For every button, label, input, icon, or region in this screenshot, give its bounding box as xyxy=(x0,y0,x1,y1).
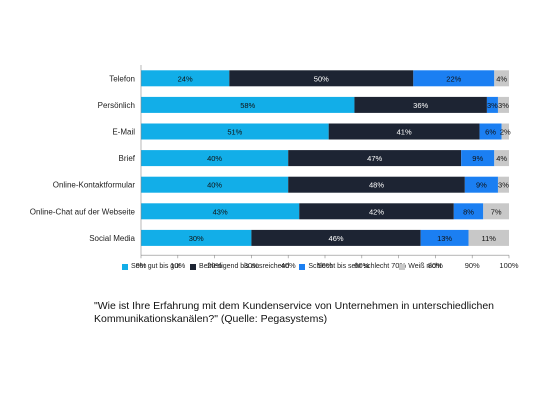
category-label: Persönlich xyxy=(98,101,135,110)
bar-segment xyxy=(497,176,509,193)
legend-swatch xyxy=(399,263,406,270)
x-tick-label: 40% xyxy=(281,261,296,270)
bar-segment xyxy=(413,70,495,87)
legend-item: Sehr gut bis gut xyxy=(122,263,180,270)
bar-segment xyxy=(141,229,252,246)
data-label: 47% xyxy=(367,154,382,163)
category-label: Online-Kontaktformular xyxy=(53,181,136,190)
data-label: 51% xyxy=(227,128,242,137)
bar-segment xyxy=(494,150,509,167)
x-tick-label: 60% xyxy=(354,261,369,270)
bar-segment xyxy=(299,203,454,220)
data-label: 48% xyxy=(369,181,384,190)
data-label: 24% xyxy=(178,74,193,83)
data-label: 11% xyxy=(482,234,497,243)
category-label: Social Media xyxy=(89,234,135,243)
bar-segment xyxy=(494,70,509,87)
x-tick-label: 90% xyxy=(465,261,480,270)
bar-segment xyxy=(288,150,462,167)
bar-segment xyxy=(497,96,509,113)
bar-segment xyxy=(479,123,502,140)
data-label: 43% xyxy=(213,207,228,216)
data-label: 30% xyxy=(189,234,204,243)
bar-segment xyxy=(141,176,289,193)
data-label: 40% xyxy=(207,181,222,190)
data-label: 13% xyxy=(437,234,452,243)
legend-item: Weiß nicht xyxy=(399,263,441,270)
data-label: 42% xyxy=(369,207,384,216)
bar-segment xyxy=(141,203,300,220)
chart-caption: "Wie ist Ihre Erfahrung mit dem Kundense… xyxy=(94,300,495,325)
legend-swatch xyxy=(190,263,197,270)
bar-segment xyxy=(141,96,355,113)
category-label: E-Mail xyxy=(112,128,135,137)
data-label: 3% xyxy=(487,101,498,110)
category-label: Telefon xyxy=(109,74,135,83)
legend-swatch xyxy=(299,263,306,270)
data-label: 36% xyxy=(413,101,428,110)
bar-segment xyxy=(453,203,484,220)
bar-segment xyxy=(354,96,487,113)
bar-segment xyxy=(483,203,509,220)
bar-segment xyxy=(464,176,498,193)
bar-segment xyxy=(501,123,509,140)
data-label: 4% xyxy=(496,74,507,83)
x-tick-label: 80% xyxy=(428,261,443,270)
data-label: 46% xyxy=(329,234,344,243)
x-tick-label: 20% xyxy=(207,261,222,270)
bar-segment xyxy=(229,70,414,87)
data-label: 58% xyxy=(240,101,255,110)
x-tick-label: 30% xyxy=(244,261,259,270)
x-tick-label: 70% xyxy=(391,261,406,270)
bar-segment xyxy=(141,123,329,140)
bar-segment xyxy=(468,229,509,246)
x-tick-label: 10% xyxy=(170,261,185,270)
x-tick-label: 0% xyxy=(136,261,147,270)
legend-label: Sehr gut bis gut xyxy=(131,263,181,270)
bar-segment xyxy=(420,229,469,246)
data-label: 50% xyxy=(314,74,329,83)
x-tick-label: 50% xyxy=(317,261,332,270)
legend-item: Befriedigend bis ausreichend xyxy=(190,263,289,270)
bar-segment xyxy=(141,70,230,87)
data-label: 8% xyxy=(463,207,474,216)
chart-legend: Sehr gut bis gut Befriedigend bis ausreic… xyxy=(122,263,451,270)
bar-segment xyxy=(288,176,465,193)
category-label: Brief xyxy=(119,154,136,163)
bar-segment xyxy=(328,123,480,140)
data-label: 9% xyxy=(476,181,487,190)
data-label: 3% xyxy=(498,101,509,110)
data-label: 6% xyxy=(485,128,496,137)
data-label: 4% xyxy=(496,154,507,163)
legend-item: Schlecht bis sehr schlecht xyxy=(299,263,389,270)
data-label: 9% xyxy=(472,154,483,163)
data-label: 3% xyxy=(498,181,509,190)
bar-segment xyxy=(461,150,495,167)
legend-swatch xyxy=(122,263,128,270)
data-label: 2% xyxy=(500,128,511,137)
legend-label: Schlecht bis sehr schlecht xyxy=(308,263,390,270)
legend-label: Weiß nicht xyxy=(408,263,442,270)
legend-label: Befriedigend bis ausreichend xyxy=(199,263,290,270)
data-label: 41% xyxy=(397,128,412,137)
category-label: Online-Chat auf der Webseite xyxy=(30,207,136,216)
data-label: 40% xyxy=(207,154,222,163)
data-label: 7% xyxy=(491,207,502,216)
data-label: 22% xyxy=(446,74,461,83)
x-tick-label: 100% xyxy=(499,261,519,270)
bar-segment xyxy=(251,229,421,246)
bar-segment xyxy=(486,96,498,113)
bar-segment xyxy=(141,150,289,167)
